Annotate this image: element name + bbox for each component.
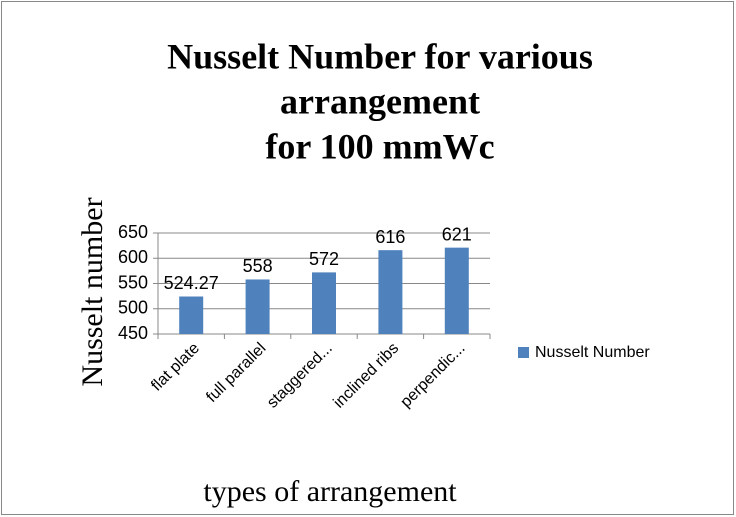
- legend-label: Nusselt Number: [535, 344, 650, 361]
- y-axis-label: Nusselt number: [76, 197, 109, 386]
- title-line: for 100 mmWc: [265, 126, 494, 166]
- y-tick-label: 650: [118, 222, 148, 242]
- bar: [378, 250, 403, 334]
- y-tick-label: 450: [118, 323, 148, 343]
- bar: [444, 247, 469, 334]
- bar: [312, 272, 336, 334]
- value-label: 621: [442, 224, 472, 244]
- bar: [179, 296, 204, 334]
- value-label: 524.27: [164, 273, 219, 293]
- legend-swatch: [518, 347, 529, 358]
- y-tick-label: 500: [118, 298, 148, 318]
- bar: [245, 279, 270, 334]
- y-tick-label: 550: [118, 272, 148, 292]
- title-line: Nusselt Number for various: [167, 36, 593, 76]
- chart-title: Nusselt Number for various arrangement for…: [167, 36, 593, 166]
- value-label: 616: [375, 227, 405, 247]
- value-label: 572: [309, 249, 339, 269]
- title-line: arrangement: [280, 81, 480, 121]
- x-axis-label: types of arrangement: [203, 475, 457, 508]
- value-label: 558: [243, 256, 273, 276]
- y-tick-label: 600: [118, 247, 148, 267]
